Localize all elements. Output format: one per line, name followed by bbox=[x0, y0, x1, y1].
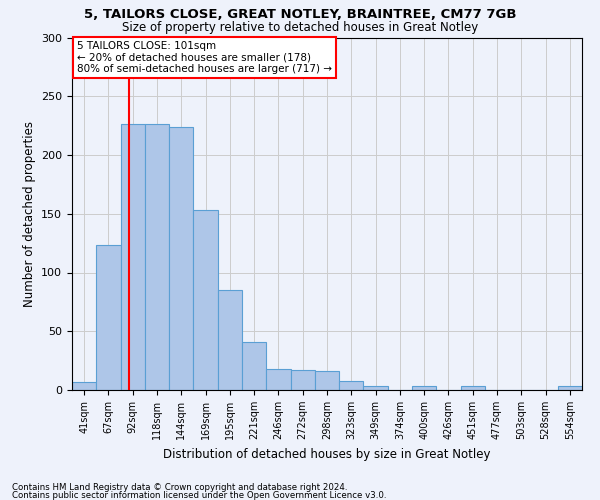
Bar bbox=[96, 246, 121, 390]
Bar bbox=[461, 386, 485, 390]
Bar bbox=[72, 382, 96, 390]
Bar bbox=[266, 369, 290, 390]
Text: Size of property relative to detached houses in Great Notley: Size of property relative to detached ho… bbox=[122, 21, 478, 34]
Bar bbox=[169, 127, 193, 390]
Text: Contains public sector information licensed under the Open Government Licence v3: Contains public sector information licen… bbox=[12, 490, 386, 500]
Bar bbox=[315, 371, 339, 390]
Text: 5, TAILORS CLOSE, GREAT NOTLEY, BRAINTREE, CM77 7GB: 5, TAILORS CLOSE, GREAT NOTLEY, BRAINTRE… bbox=[84, 8, 516, 20]
Y-axis label: Number of detached properties: Number of detached properties bbox=[23, 120, 35, 306]
Bar bbox=[218, 290, 242, 390]
Bar bbox=[145, 124, 169, 390]
Text: Contains HM Land Registry data © Crown copyright and database right 2024.: Contains HM Land Registry data © Crown c… bbox=[12, 484, 347, 492]
Bar bbox=[558, 386, 582, 390]
Bar bbox=[193, 210, 218, 390]
Bar bbox=[290, 370, 315, 390]
Bar bbox=[339, 380, 364, 390]
Bar bbox=[364, 386, 388, 390]
X-axis label: Distribution of detached houses by size in Great Notley: Distribution of detached houses by size … bbox=[163, 448, 491, 460]
Text: 5 TAILORS CLOSE: 101sqm
← 20% of detached houses are smaller (178)
80% of semi-d: 5 TAILORS CLOSE: 101sqm ← 20% of detache… bbox=[77, 41, 332, 74]
Bar bbox=[412, 386, 436, 390]
Bar bbox=[121, 124, 145, 390]
Bar bbox=[242, 342, 266, 390]
